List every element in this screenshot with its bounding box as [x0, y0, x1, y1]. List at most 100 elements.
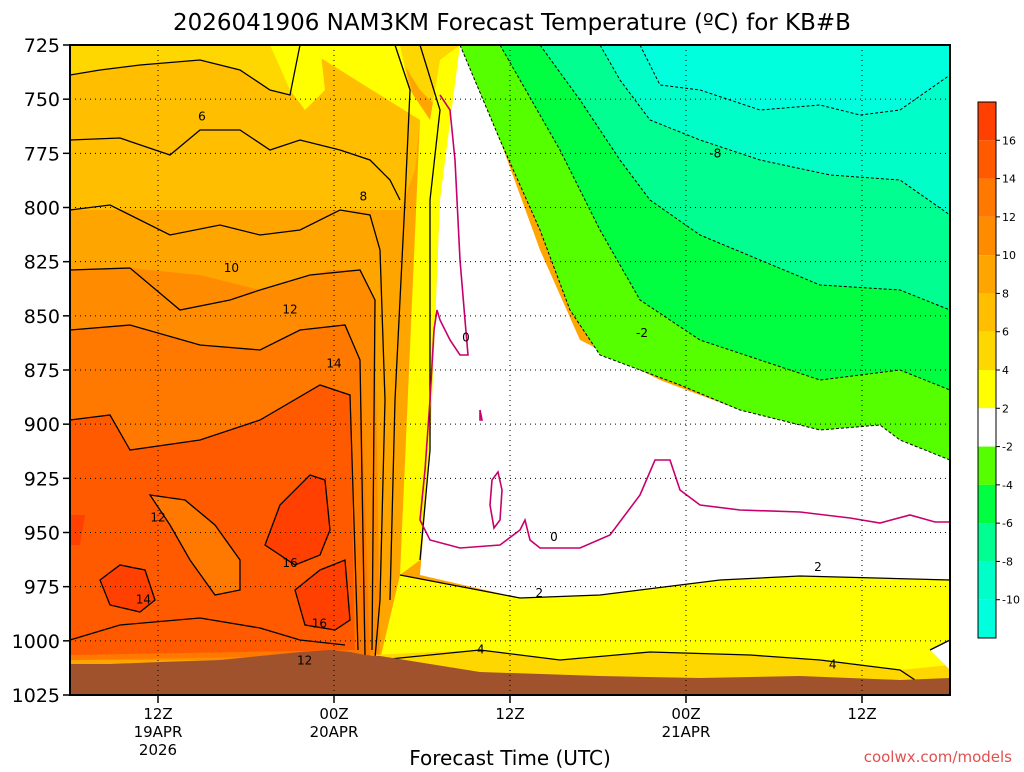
- contour-6: [69, 129, 401, 201]
- colorbar-bin: [978, 331, 996, 370]
- colorbar-tick-label: -4: [1002, 479, 1013, 492]
- x-tick-label: 00Z: [319, 705, 348, 723]
- colorbar-tick-label: 4: [1002, 364, 1009, 377]
- colorbar-bin: [978, 255, 996, 294]
- colorbar-tick-label: 2: [1002, 402, 1009, 415]
- contour-12-low: [69, 617, 346, 646]
- contour-10: [69, 267, 376, 651]
- band-16-plus-pocket-4: [70, 515, 85, 545]
- y-tick-label: 900: [24, 414, 60, 436]
- y-tick-label: 925: [24, 468, 60, 490]
- contour-labels: 6 8 10 12 14 12 16 14 16 12 0 0 2 4 -2 -8 2 4: [136, 110, 837, 672]
- band-2-4-vertical: [300, 45, 460, 575]
- contour-label: 16: [282, 556, 297, 570]
- contour-label: -8: [709, 146, 721, 160]
- colorbar: 16 14 12 10 8 6 4 2 -2 -4 -6 -8 -10: [977, 101, 1020, 639]
- x-tick-label: 19APR: [134, 723, 183, 741]
- contour-label: 8: [360, 190, 368, 204]
- zero-contour: [419, 94, 950, 549]
- contour-4-vertical: [389, 44, 411, 601]
- watermark: coolwx.com/models: [864, 748, 1012, 766]
- band-4-6: [70, 45, 460, 110]
- contour-12-pocket: [148, 494, 241, 596]
- colorbar-bin: [978, 102, 996, 141]
- band-6-8: [70, 45, 420, 210]
- band-16-plus-pocket-1: [265, 475, 330, 565]
- colorbar-tick-label: 12: [1002, 211, 1016, 224]
- contour-2: [399, 574, 951, 599]
- colorbar-bin: [978, 140, 996, 179]
- colorbar-tick-label: -8: [1002, 555, 1013, 568]
- contour-16-pocket-2: [294, 559, 351, 631]
- contour-label: 0: [550, 530, 558, 544]
- colorbar-tick-label: -6: [1002, 517, 1013, 530]
- x-tick-label: 00Z: [671, 705, 700, 723]
- colorbar-bin: [978, 216, 996, 256]
- y-tick-label: 725: [24, 35, 60, 57]
- contour-neg6: [539, 44, 951, 311]
- contour-neg10: [639, 44, 951, 116]
- contour-0-loop: [489, 470, 503, 530]
- x-tick-label: 12Z: [143, 705, 172, 723]
- contour-label: 2: [814, 560, 822, 574]
- band-2-4-top: [270, 45, 325, 110]
- x-tick-label: 20APR: [310, 723, 359, 741]
- colorbar-bin: [978, 446, 996, 485]
- contour-label: 14: [136, 593, 151, 607]
- contour-neg4: [499, 44, 951, 391]
- contour-14-pocket: [99, 564, 156, 613]
- band-16-plus-pocket-2: [295, 560, 350, 630]
- contour-label: -2: [636, 326, 648, 340]
- colorbar-bin: [978, 599, 996, 638]
- colorbar-tick-label: 14: [1002, 173, 1016, 186]
- x-tick-label: 12Z: [847, 705, 876, 723]
- y-tick-label: 1025: [12, 685, 60, 707]
- colorbar-tick-label: 8: [1002, 287, 1009, 300]
- y-tick-label: 875: [24, 360, 60, 382]
- contour-label: 14: [326, 357, 341, 371]
- y-tick-label: 950: [24, 523, 60, 545]
- contour-4: [69, 44, 301, 96]
- contour-neg2: [459, 44, 951, 461]
- contour-2-vertical: [419, 44, 441, 561]
- colorbar-bin: [978, 484, 996, 524]
- colorbar-tick-label: 6: [1002, 326, 1009, 339]
- colorbar-bin: [978, 523, 996, 562]
- contour-0: [419, 94, 950, 549]
- contour-label: 10: [224, 261, 239, 275]
- y-tick-label: 800: [24, 198, 60, 220]
- band-2-4-low: [380, 575, 950, 680]
- y-tick-label: 750: [24, 89, 60, 111]
- colorbar-bin: [978, 408, 996, 447]
- contour-12: [69, 324, 366, 656]
- y-tick-label: 775: [24, 143, 60, 165]
- colorbar-tick-label: -2: [1002, 441, 1013, 454]
- y-tick-label: 825: [24, 252, 60, 274]
- y-axis: 725 750 775 800 825 850 875 900 925 950 975 1000 102…: [12, 35, 70, 707]
- colorbar-bin: [978, 370, 996, 409]
- contour-8: [69, 204, 386, 659]
- band-neg2-to-2: [420, 45, 950, 598]
- contour-0-dot: [479, 409, 483, 421]
- positive-contours: [69, 44, 951, 691]
- x-tick-label: 2026: [139, 741, 177, 759]
- contour-label: 12: [282, 302, 297, 316]
- x-axis-title: Forecast Time (UTC): [409, 746, 611, 768]
- y-tick-label: 975: [24, 577, 60, 599]
- contour-16-pocket-1: [264, 474, 331, 566]
- contour-label: 4: [829, 658, 837, 672]
- contour-label: 6: [198, 110, 206, 124]
- band-below-neg10: [640, 45, 950, 115]
- contour-4-low: [379, 649, 931, 691]
- colorbar-tick-label: 16: [1002, 134, 1016, 147]
- contour-14: [69, 384, 359, 651]
- y-tick-label: 850: [24, 306, 60, 328]
- chart-title: 2026041906 NAM3KM Forecast Temperature (…: [173, 10, 851, 36]
- band-12-14-pocket: [150, 495, 240, 595]
- colorbar-tick-label: -10: [1002, 594, 1020, 607]
- contour-label: 12: [297, 653, 312, 667]
- x-tick-label: 21APR: [662, 723, 711, 741]
